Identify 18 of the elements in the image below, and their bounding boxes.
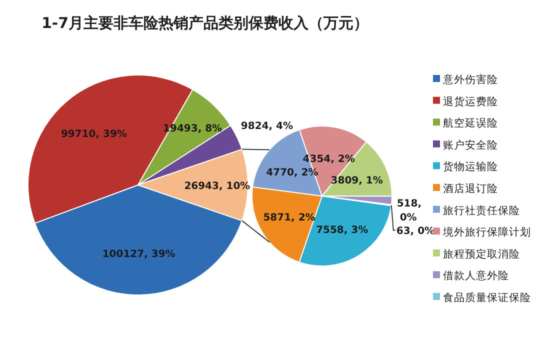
data-label: 9824, 4% [240, 121, 294, 132]
legend-label: 意外伤害险 [442, 73, 498, 86]
data-label: 99710, 39% [60, 128, 127, 140]
data-label: 26943, 10% [184, 181, 250, 192]
legend-label: 旅程预定取消险 [443, 247, 520, 260]
data-label: 7558, 3% [316, 224, 368, 236]
legend-label: 旅行社责任保险 [443, 204, 520, 217]
legend-label: 酒店退订险 [443, 182, 498, 195]
chart-title: 1-7月主要非车险热销产品类别保费收入（万元） [41, 14, 369, 32]
data-label: 518, 0% [396, 198, 422, 224]
data-label: 100127, 39% [102, 249, 176, 260]
legend-label: 食品质量保证保险 [443, 291, 531, 304]
legend-label: 航空延误险 [443, 116, 498, 130]
legend-label: 退货运费险 [443, 94, 498, 108]
legend-label: 货物运输险 [443, 160, 498, 174]
legend-label: 账户安全险 [443, 138, 498, 152]
legend-label: 借款人意外险 [443, 269, 509, 282]
legend-label: 境外旅行保障计划 [442, 226, 531, 239]
